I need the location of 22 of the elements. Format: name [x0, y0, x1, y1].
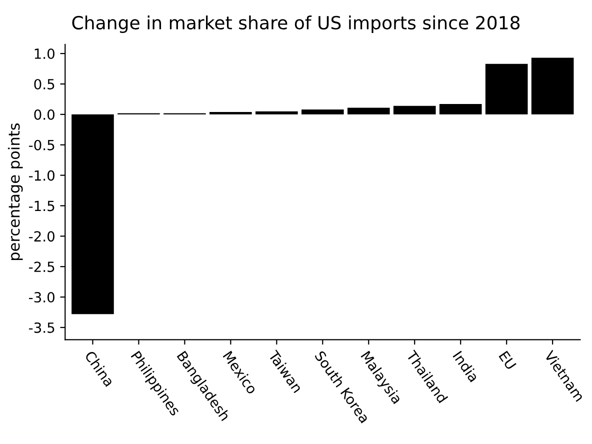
y-tick-label: -1.5: [28, 200, 54, 212]
chart-title: Change in market share of US imports since 2018: [72, 16, 520, 34]
y-tick-label: -1.0: [28, 170, 54, 181]
bar: [439, 104, 482, 114]
bar: [210, 112, 252, 114]
bar: [256, 111, 298, 114]
y-axis-title: percentage points: [8, 123, 23, 260]
y-tick-label: 0.5: [34, 78, 54, 90]
x-tick-label: EU: [498, 350, 516, 370]
y-tick-label: -0.5: [28, 140, 54, 150]
bar: [531, 58, 574, 114]
bar: [72, 114, 114, 314]
y-tick-label: 0.0: [34, 109, 54, 120]
y-tick-label: 1.0: [34, 48, 54, 60]
y-tick-label: -2.5: [28, 262, 54, 272]
y-tick-label: -2.0: [28, 231, 54, 242]
bar: [485, 64, 528, 114]
y-tick-label: -3.5: [28, 322, 54, 333]
bar: [301, 110, 344, 114]
y-tick-label: -3.0: [28, 292, 54, 303]
bar: [393, 106, 436, 114]
bar: [347, 108, 390, 114]
